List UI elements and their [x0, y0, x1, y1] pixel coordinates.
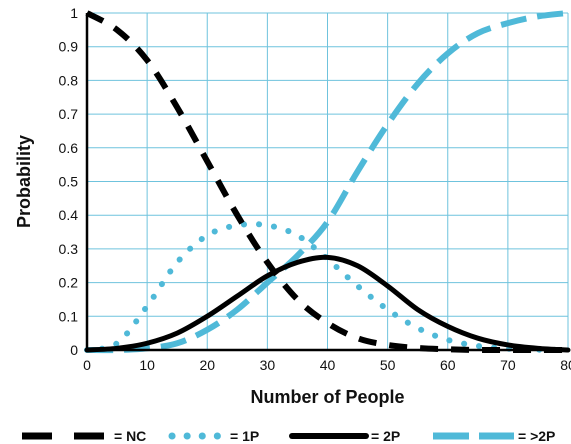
x-tick-labels: 0 10 20 30 40 50 60 70 80 [83, 357, 571, 373]
y-tick-label: 0.5 [59, 174, 79, 190]
x-tick-label: 0 [83, 357, 91, 373]
legend-label-2P: = 2P [371, 428, 400, 444]
y-tick-label: 1 [70, 5, 78, 21]
y-tick-label: 0.6 [59, 140, 79, 156]
x-tick-label: 10 [139, 357, 155, 373]
legend-label-gt2P: = >2P [518, 428, 555, 444]
series-gt2P-line [86, 10, 569, 354]
x-tick-label: 20 [199, 357, 215, 373]
x-tick-label: 30 [260, 357, 276, 373]
legend-label-1P: = 1P [230, 428, 259, 444]
x-tick-label: 80 [560, 357, 571, 373]
y-axis-label: Probability [14, 135, 34, 228]
x-tick-label: 70 [500, 357, 516, 373]
legend: = NC = 1P = 2P = >2P [22, 428, 555, 444]
series-2P-line [84, 254, 571, 353]
axes [85, 13, 568, 352]
y-tick-label: 0.4 [59, 207, 79, 223]
y-tick-label: 0.8 [59, 72, 79, 88]
y-tick-label: 0.7 [59, 106, 79, 122]
x-tick-label: 60 [440, 357, 456, 373]
x-tick-label: 50 [380, 357, 396, 373]
y-tick-labels: 0 0.1 0.2 0.3 0.4 0.5 0.6 0.7 0.8 0.9 1 [59, 5, 79, 358]
x-axis-label: Number of People [250, 387, 404, 407]
y-tick-label: 0.3 [59, 241, 79, 257]
y-tick-label: 0.2 [59, 275, 79, 291]
legend-label-NC: = NC [114, 428, 146, 444]
x-tick-label: 40 [320, 357, 336, 373]
y-tick-label: 0 [70, 342, 78, 358]
y-tick-label: 0.1 [59, 308, 79, 324]
y-tick-label: 0.9 [59, 39, 79, 55]
